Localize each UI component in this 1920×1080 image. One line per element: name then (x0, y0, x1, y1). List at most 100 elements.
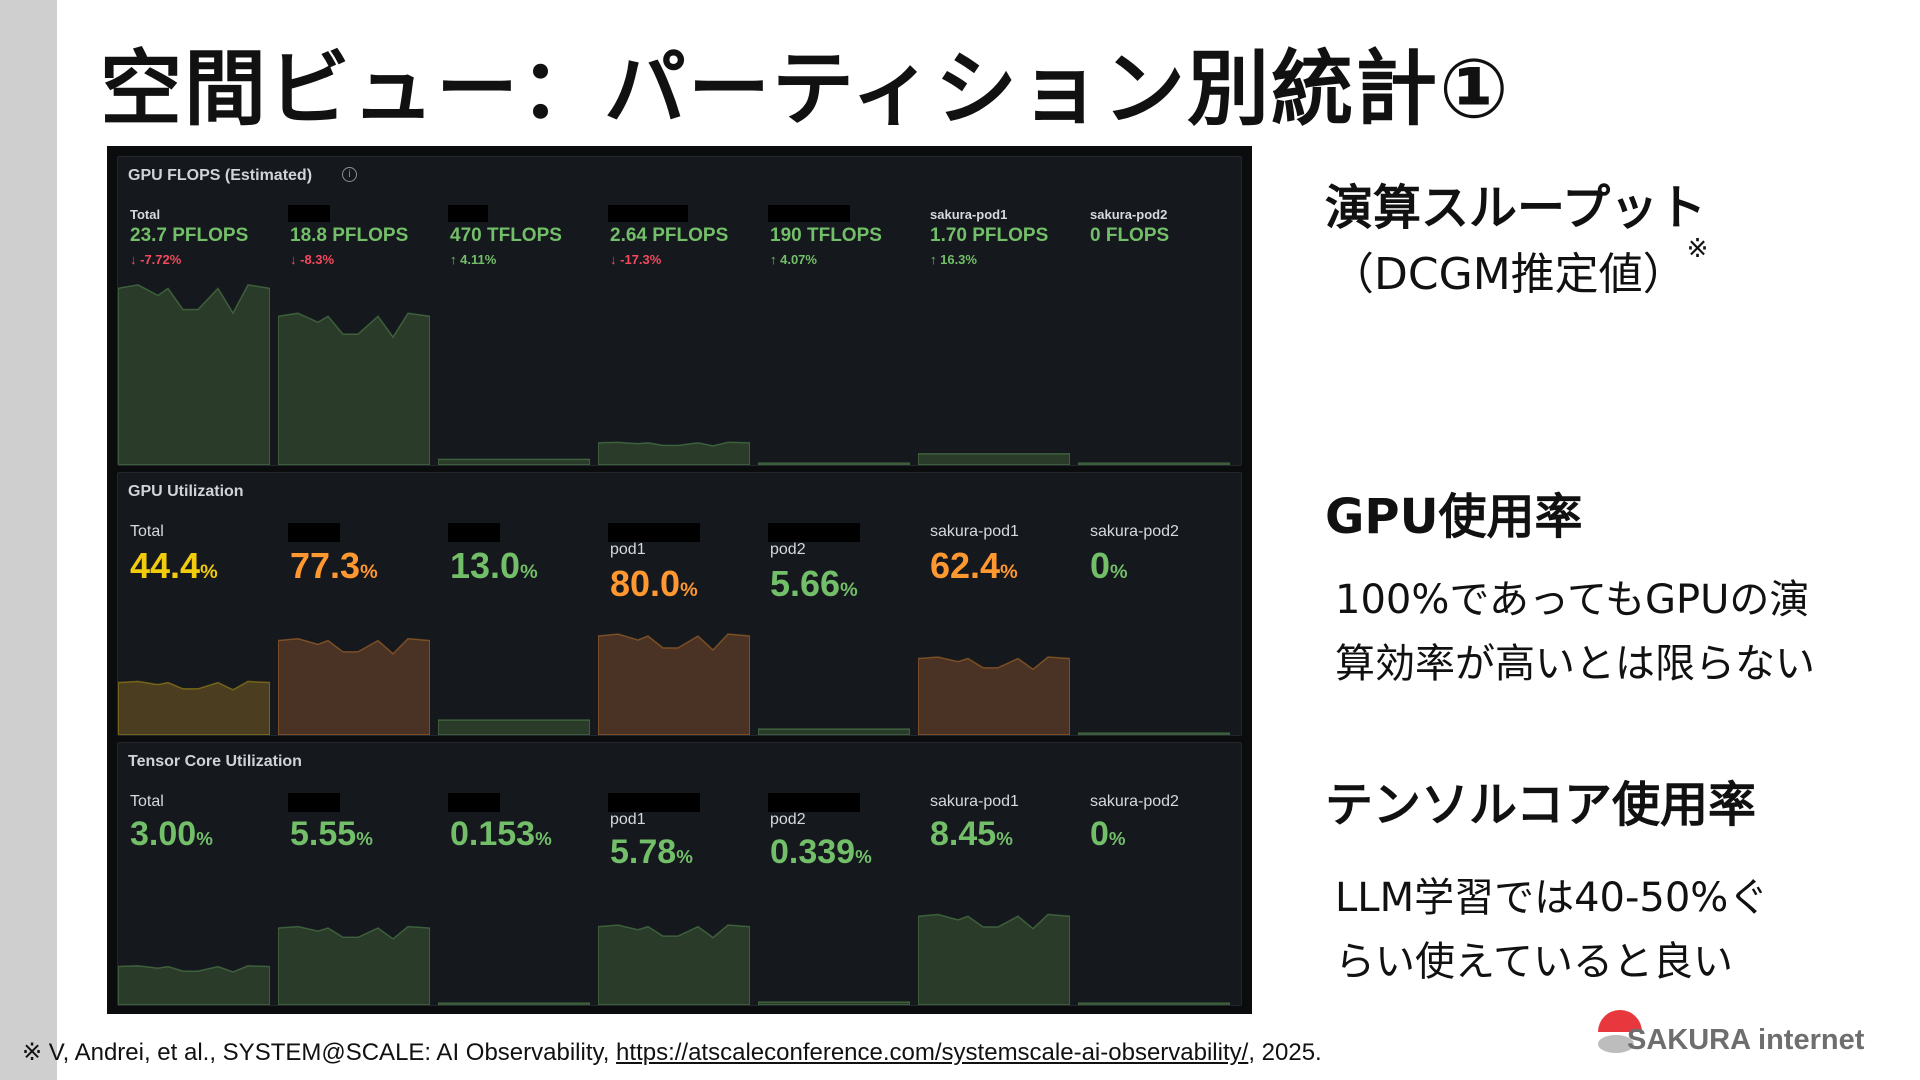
gpu-util-heading: GPU使用率 (1325, 489, 1583, 545)
sakura-internet-logo: SAKURA internet (1590, 1002, 1890, 1062)
sparkline (278, 925, 430, 1005)
stat-value: 80.0% (610, 563, 698, 605)
tensor-util-note-line: らい使えていると良い (1335, 939, 1733, 985)
stat-unit: % (855, 846, 872, 867)
info-icon[interactable]: i (342, 167, 357, 182)
stat-label: sakura-pod2 (1090, 523, 1179, 540)
citation-year: , 2025. (1248, 1039, 1322, 1066)
sparkline (1078, 732, 1230, 735)
stat-label: sakura-pod1 (930, 523, 1019, 540)
stat-value: 0% (1090, 545, 1128, 587)
stat-cell[interactable]: pod2190 TFLOPS↑ 4.07% (758, 157, 910, 465)
stat-cell[interactable]: pod1 5.78% (598, 743, 750, 1005)
stat-value: 77.3% (290, 545, 378, 587)
stat-number: 0 FLOPS (1090, 225, 1170, 246)
redaction-box (608, 523, 700, 542)
stat-value: 0.153% (450, 815, 552, 854)
stat-number: 5.66 (770, 563, 841, 604)
stat-label: pod2 (770, 541, 806, 558)
sparkline (758, 1001, 910, 1005)
delta-down: ↓ -17.3% (610, 252, 662, 267)
stat-number: 77.3 (290, 545, 361, 586)
stat-cell[interactable]: pod2 5.66% (758, 473, 910, 735)
tensor-util-note-line: LLM学習では40-50%ぐ (1335, 875, 1769, 921)
sparkline (598, 633, 750, 735)
stat-cell[interactable]: sakura-pod1 8.45% (918, 743, 1070, 1005)
tensor-util-heading: テンソルコア使用率 (1325, 777, 1757, 833)
stat-unit: % (1110, 561, 1128, 583)
stat-number: 3.00 (130, 815, 197, 853)
stat-number: 18.8 PFLOPS (290, 225, 409, 246)
citation-link[interactable]: https://atscaleconference.com/systemscal… (616, 1039, 1249, 1066)
sparkline (438, 458, 590, 465)
flops-subheading: （DCGM推定値）※ (1330, 234, 1708, 302)
stat-label: sakura-pod2 (1090, 207, 1168, 222)
redaction-box (448, 523, 500, 542)
redaction-box (288, 523, 340, 542)
flops-subheading-text: （DCGM推定値） (1330, 249, 1687, 300)
stat-label: sakura-pod1 (930, 207, 1008, 222)
stat-number: 13.0 (450, 545, 521, 586)
stat-number: 0.153 (450, 815, 536, 853)
stat-value: 1.70 PFLOPS (930, 225, 1048, 247)
stat-cell[interactable]: pod1 80.0% (598, 473, 750, 735)
stat-number: 1.70 PFLOPS (930, 225, 1049, 246)
stat-cell[interactable]: -pod213.0% (438, 473, 590, 735)
stat-unit: % (520, 561, 538, 583)
stat-value: 23.7 PFLOPS (130, 225, 248, 247)
stat-value: 190 TFLOPS (770, 225, 882, 247)
delta-up: ↑ 4.11% (450, 252, 497, 267)
stat-label: Total (130, 523, 164, 540)
stat-number: 0.339 (770, 833, 856, 871)
sparkline (758, 462, 910, 465)
stat-unit: % (200, 561, 218, 583)
delta-up: ↑ 16.3% (930, 252, 977, 267)
stat-value: 13.0% (450, 545, 538, 587)
stat-number: 190 TFLOPS (770, 225, 882, 246)
redaction-box (288, 205, 330, 222)
stat-cell[interactable]: sakura-pod2 0% (1078, 473, 1230, 735)
stat-value: 0.339% (770, 833, 872, 872)
stat-cell[interactable]: sakura-pod1 62.4% (918, 473, 1070, 735)
stat-cell[interactable]: pod2 0.339% (758, 743, 910, 1005)
stat-cell[interactable]: -pod2470 TFLOPS↑ 4.11% (438, 157, 590, 465)
redaction-box (768, 793, 860, 812)
delta-up: ↑ 4.07% (770, 252, 817, 267)
stat-cell[interactable]: sakura-pod2 0 FLOPS (1078, 157, 1230, 465)
stat-cell[interactable]: Total 3.00% (118, 743, 270, 1005)
stat-cell[interactable]: -pod177.3% (278, 473, 430, 735)
stat-cell[interactable]: sakura-pod2 0% (1078, 743, 1230, 1005)
grafana-dashboard: GPU FLOPS (Estimated) i Total 23.7 PFLOPS… (107, 146, 1252, 1014)
sparkline (918, 656, 1070, 735)
sparkline (438, 1002, 590, 1005)
stat-cell[interactable]: -pod118.8 PFLOPS↓ -8.3% (278, 157, 430, 465)
redaction-box (608, 205, 688, 222)
gpu-utilization-panel: GPU Utilization Total44.4%-pod177.3%-pod… (117, 472, 1242, 736)
stat-value: 5.55% (290, 815, 373, 854)
stat-unit: % (840, 579, 858, 601)
gpu-flops-panel: GPU FLOPS (Estimated) i Total 23.7 PFLOPS… (117, 156, 1242, 466)
sparkline (278, 312, 430, 465)
stat-cell[interactable]: Total 23.7 PFLOPS ↓ -7.72% (118, 157, 270, 465)
slide-title: 空間ビュー：パーティション別統計① (100, 42, 1511, 137)
delta-down: ↓ -7.72% (130, 252, 182, 267)
stat-number: 2.64 PFLOPS (610, 225, 729, 246)
stat-cell[interactable]: Total 44.4% (118, 473, 270, 735)
panel-title: GPU FLOPS (Estimated) (128, 167, 313, 184)
sparkline (438, 719, 590, 735)
sparkline (118, 965, 270, 1005)
stat-unit: % (676, 846, 693, 867)
stat-value: 3.00% (130, 815, 213, 854)
redaction-box (768, 205, 850, 222)
stat-cell[interactable]: -pod12.64 PFLOPS↓ -17.3% (598, 157, 750, 465)
stat-number: 470 TFLOPS (450, 225, 562, 246)
stat-number: 0 (1090, 545, 1111, 586)
stat-number: 8.45 (930, 815, 997, 853)
redaction-box (448, 793, 500, 812)
stat-value: 0% (1090, 815, 1126, 854)
stat-cell[interactable]: sakura-pod1 1.70 PFLOPS ↑ 16.3% (918, 157, 1070, 465)
stat-value: 0 FLOPS (1090, 225, 1169, 247)
logo-text: SAKURA internet (1627, 1024, 1865, 1056)
